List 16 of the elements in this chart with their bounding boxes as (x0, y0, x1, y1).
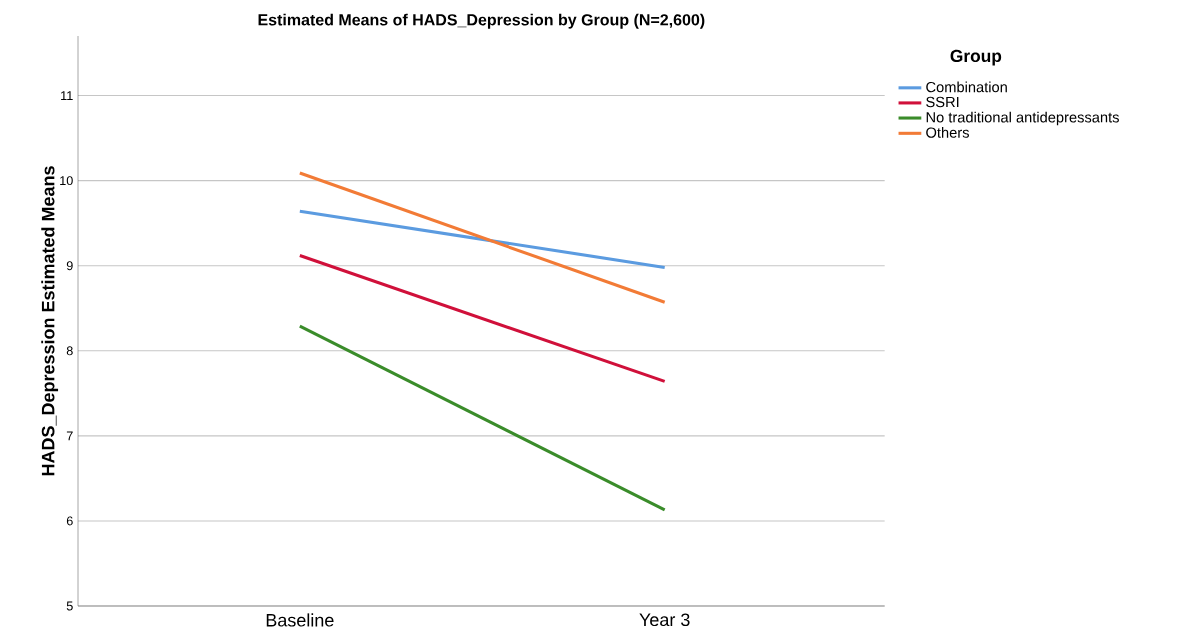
y-tick-label: 9 (66, 261, 73, 271)
legend-title: Group (950, 49, 1002, 66)
y-tick-label: 6 (66, 516, 73, 526)
y-tick-label: 5 (66, 601, 73, 611)
legend-label: Combination (926, 81, 1007, 93)
legend-label: No traditional antidepressants (926, 111, 1119, 126)
y-axis-title: HADS_Depression Estimated Means (41, 166, 59, 476)
y-tick-label: 11 (61, 91, 73, 100)
x-tick-label: Year 3 (639, 613, 690, 627)
legend-label: SSRI (926, 96, 959, 108)
legend-label: Others (926, 127, 969, 138)
y-tick-label: 10 (60, 176, 73, 186)
y-tick-label: 8 (66, 346, 73, 356)
chart-title: Estimated Means of HADS_Depression by Group (N=2,600) (258, 13, 705, 29)
x-tick-label: Baseline (266, 613, 334, 627)
y-tick-label: 7 (66, 431, 73, 441)
